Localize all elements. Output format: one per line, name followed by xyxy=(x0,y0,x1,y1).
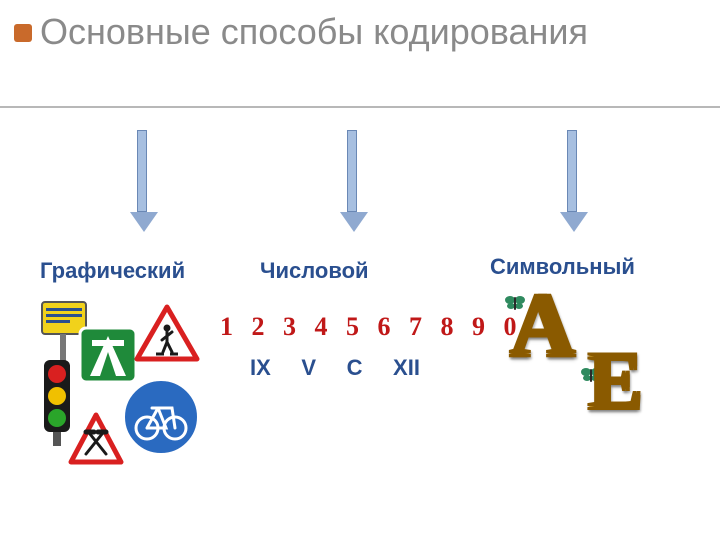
label-numeric: Числовой xyxy=(260,258,369,284)
title-underline xyxy=(0,106,720,108)
label-graphic: Графический xyxy=(40,258,185,284)
arrow-graphic xyxy=(130,130,154,232)
sign-bicycle-circle xyxy=(122,378,200,456)
letter-e: E xyxy=(588,348,643,414)
roman-numerals: IX V C XII xyxy=(250,355,420,381)
letter-a-glyph: A xyxy=(510,290,575,362)
sign-highway xyxy=(78,326,138,384)
arrow-symbolic xyxy=(560,130,584,232)
letters-cluster: A E xyxy=(510,290,700,470)
signs-cluster xyxy=(40,300,210,470)
sign-mining-triangle xyxy=(68,412,124,468)
title-bullet xyxy=(14,24,32,42)
arabic-digits: 1 2 3 4 5 6 7 8 9 0 xyxy=(220,312,523,342)
slide-title: Основные способы кодирования xyxy=(40,10,680,53)
sign-pedestrian-triangle xyxy=(134,304,200,362)
arrow-numeric xyxy=(340,130,364,232)
letter-a: A xyxy=(510,290,575,362)
letter-e-glyph: E xyxy=(588,348,643,414)
